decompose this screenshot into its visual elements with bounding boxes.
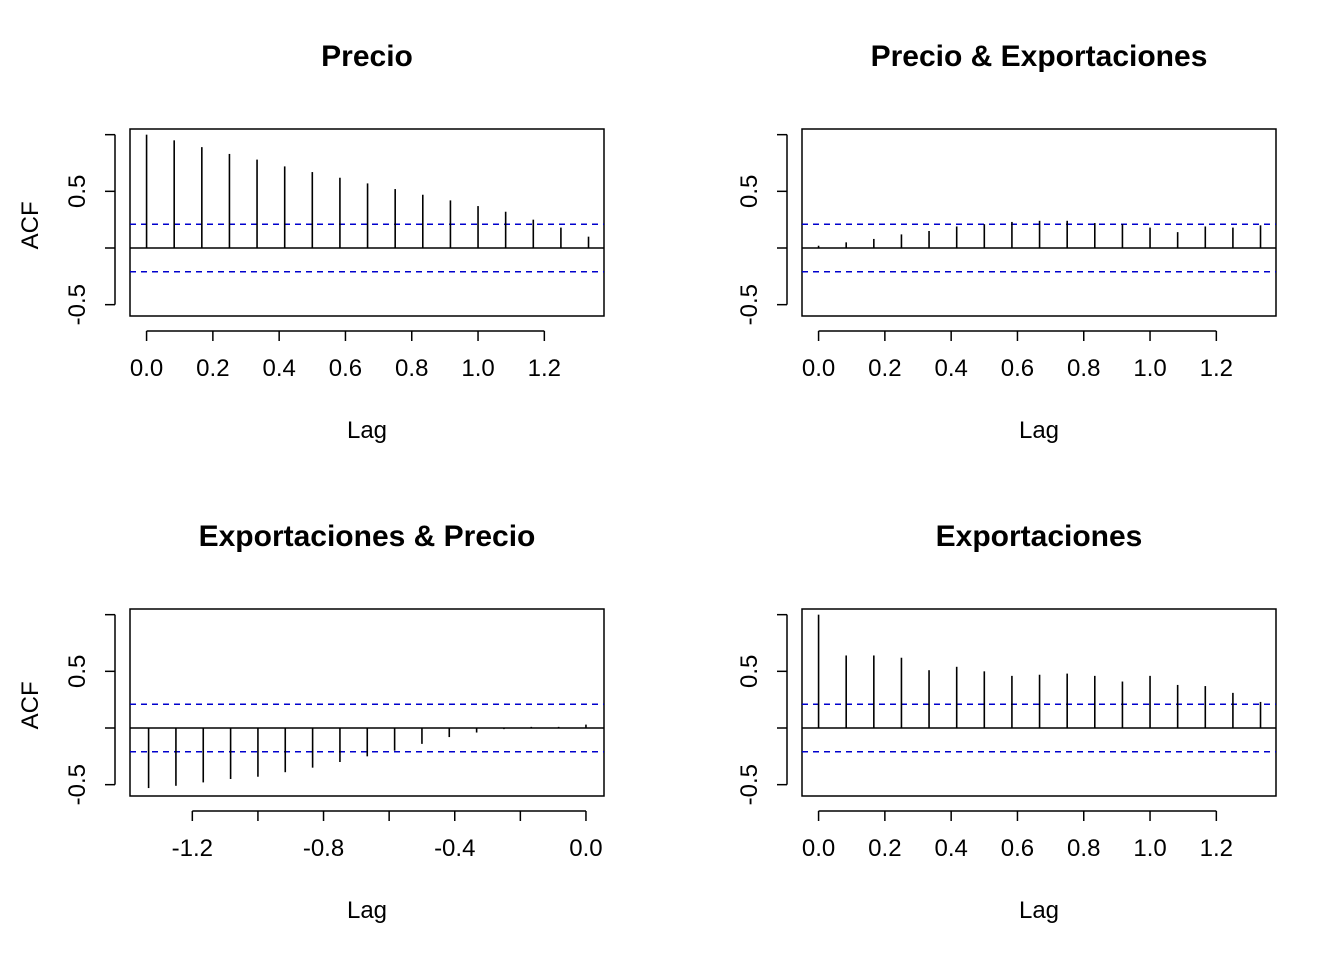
panel-title: Precio & Exportaciones: [871, 40, 1208, 73]
x-tick-label: 0.4: [934, 835, 967, 862]
y-tick-label: -0.5: [736, 284, 763, 325]
x-tick-label: 0.2: [196, 355, 229, 382]
x-axis-label: Lag: [347, 417, 387, 444]
x-tick-label: 0.2: [868, 355, 901, 382]
x-tick-label: 0.0: [802, 355, 835, 382]
x-axis-label: Lag: [1019, 417, 1059, 444]
y-tick-label: -0.5: [736, 764, 763, 805]
x-tick-label: 0.6: [1001, 355, 1034, 382]
acf-panel-4: Exportaciones 0.0 0.2 0.4 0.6 0.8 1.0 1.2 Lag -0.…: [736, 520, 1277, 924]
x-tick-label: 0.4: [934, 355, 967, 382]
x-tick-label: 0.8: [1067, 835, 1100, 862]
x-axis-label: Lag: [347, 897, 387, 924]
x-tick-label: 1.0: [461, 355, 494, 382]
plot-frame: [801, 608, 1277, 797]
panel-title: Precio: [321, 40, 413, 73]
x-tick-label: 1.2: [1200, 835, 1233, 862]
y-tick-label: 0.5: [64, 175, 91, 208]
x-tick-label: -0.8: [303, 835, 344, 862]
x-tick-label: 0.0: [802, 835, 835, 862]
x-tick-label: 0.0: [569, 835, 602, 862]
x-tick-label: 0.2: [868, 835, 901, 862]
x-tick-label: 1.0: [1133, 355, 1166, 382]
acf-panel-3: Exportaciones & Precio -1.2 -0.8 -0.4 0.0 Lag…: [17, 520, 605, 924]
panel-title: Exportaciones & Precio: [199, 520, 536, 553]
x-tick-label: -0.4: [434, 835, 475, 862]
x-tick-label: 0.6: [329, 355, 362, 382]
acf-panel-1: Precio 0.0 0.2 0.4 0.6 0.8 1.0 1.2 Lag -0.5 0.5 ACF: [17, 40, 605, 444]
y-tick-label: 0.5: [736, 175, 763, 208]
x-tick-label: 0.0: [130, 355, 163, 382]
plot-frame: [129, 128, 605, 317]
x-axis-label: Lag: [1019, 897, 1059, 924]
y-axis-label: ACF: [17, 681, 44, 729]
plot-frame: [129, 608, 605, 797]
y-tick-label: -0.5: [64, 284, 91, 325]
y-tick-label: 0.5: [736, 655, 763, 688]
plot-frame: [801, 128, 1277, 317]
x-tick-label: 0.8: [395, 355, 428, 382]
x-tick-label: -1.2: [172, 835, 213, 862]
x-tick-label: 0.4: [262, 355, 295, 382]
y-axis-label: ACF: [17, 201, 44, 249]
x-tick-label: 1.2: [1200, 355, 1233, 382]
x-tick-label: 1.0: [1133, 835, 1166, 862]
y-tick-label: 0.5: [64, 655, 91, 688]
x-tick-label: 1.2: [528, 355, 561, 382]
x-tick-label: 0.6: [1001, 835, 1034, 862]
y-tick-label: -0.5: [64, 764, 91, 805]
x-tick-label: 0.8: [1067, 355, 1100, 382]
acf-panel-2: Precio & Exportaciones 0.0 0.2 0.4 0.6 0.8 1.0…: [736, 40, 1277, 444]
panel-title: Exportaciones: [936, 520, 1143, 553]
